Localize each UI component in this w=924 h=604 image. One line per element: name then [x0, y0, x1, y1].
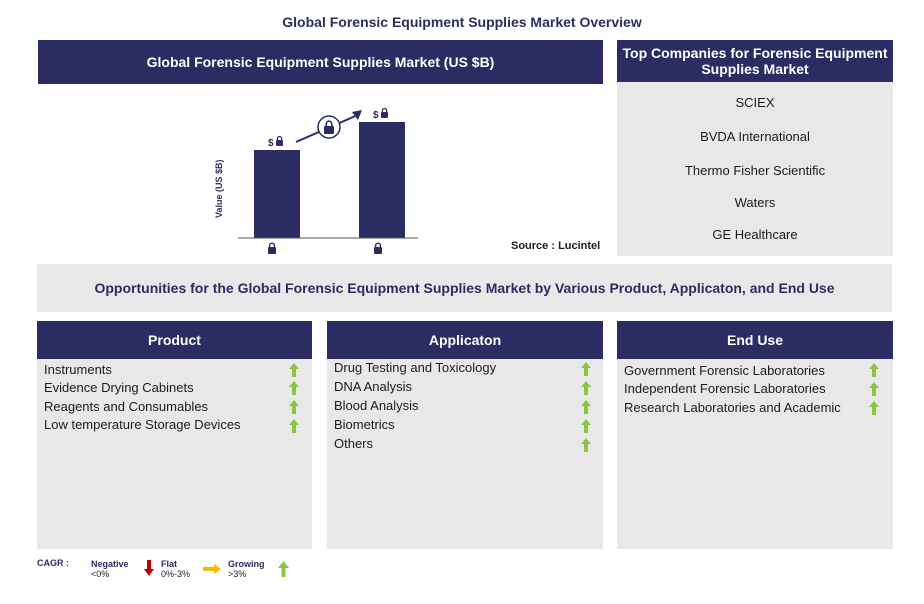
- page-title: Global Forensic Equipment Supplies Marke…: [282, 14, 642, 30]
- company-item: BVDA International: [700, 129, 810, 144]
- segment-header-product: Product: [37, 321, 312, 359]
- list-item: Reagents and Consumables: [44, 399, 209, 414]
- legend-flat-label: Flat: [161, 559, 178, 569]
- legend-negative-label: Negative: [91, 559, 129, 569]
- arrow-up-icon: [869, 382, 879, 396]
- lock-icon: [324, 120, 334, 134]
- arrow-up-icon: [289, 363, 299, 377]
- arrow-up-icon: [869, 401, 879, 415]
- lock-icon: [268, 242, 276, 254]
- list-item: Others: [334, 436, 374, 451]
- y-axis-label: Value (US $B): [214, 159, 224, 218]
- legend-growing-range: >3%: [228, 569, 247, 579]
- legend-cagr-label: CAGR :: [37, 558, 69, 568]
- arrow-up-icon: [869, 363, 879, 377]
- company-item: Waters: [734, 195, 776, 210]
- lock-icon: [381, 107, 388, 118]
- source-note: Source : Lucintel: [511, 240, 601, 252]
- company-item: Thermo Fisher Scientific: [684, 163, 826, 178]
- market-bar-chart: $$: [238, 107, 418, 254]
- arrow-up-icon: [278, 561, 289, 577]
- legend-growing-label: Growing: [228, 559, 265, 569]
- list-item: Independent Forensic Laboratories: [624, 381, 826, 396]
- arrow-up-icon: [581, 362, 591, 376]
- lock-icon: [276, 135, 283, 146]
- arrow-down-icon: [144, 560, 154, 576]
- segment-list-product: Instruments Evidence Drying Cabinets Rea…: [37, 359, 312, 549]
- list-item: Instruments: [44, 362, 112, 377]
- bar: [254, 150, 300, 238]
- list-item: Research Laboratories and Academic: [624, 400, 841, 415]
- list-item: DNA Analysis: [334, 379, 413, 394]
- list-item: Low temperature Storage Devices: [44, 417, 241, 432]
- arrow-up-icon: [289, 400, 299, 414]
- segment-list-end-use: Government Forensic Laboratories Indepen…: [617, 359, 893, 549]
- arrow-up-icon: [289, 419, 299, 433]
- legend-flat-range: 0%-3%: [161, 569, 191, 579]
- opportunities-banner: Opportunities for the Global Forensic Eq…: [37, 264, 892, 312]
- chart-panel-header: Global Forensic Equipment Supplies Marke…: [38, 40, 603, 84]
- legend-negative-range: <0%: [91, 569, 110, 579]
- segment-list-application: Drug Testing and Toxicology DNA Analysis…: [327, 359, 603, 549]
- arrow-up-icon: [581, 400, 591, 414]
- company-item: GE Healthcare: [712, 227, 798, 242]
- list-item: Drug Testing and Toxicology: [334, 360, 497, 375]
- segment-header-application: Applicaton: [327, 321, 603, 359]
- arrow-right-icon: [203, 564, 221, 574]
- bar-value-label: $: [373, 110, 379, 121]
- segment-header-end-use: End Use: [617, 321, 893, 359]
- bar-value-label: $: [268, 138, 274, 149]
- arrow-up-icon: [581, 381, 591, 395]
- list-item: Government Forensic Laboratories: [624, 363, 825, 378]
- list-item: Blood Analysis: [334, 398, 419, 413]
- arrow-up-icon: [289, 381, 299, 395]
- arrow-up-icon: [581, 419, 591, 433]
- company-item: SCIEX: [735, 95, 775, 110]
- companies-header: Top Companies for Forensic Equipment Sup…: [617, 40, 893, 82]
- arrow-up-icon: [581, 438, 591, 452]
- companies-list: SCIEX BVDA International Thermo Fisher S…: [617, 82, 893, 256]
- growth-arrow-head: [352, 110, 362, 120]
- lock-icon: [374, 242, 382, 254]
- list-item: Biometrics: [334, 417, 395, 432]
- list-item: Evidence Drying Cabinets: [44, 380, 194, 395]
- bar: [359, 122, 405, 238]
